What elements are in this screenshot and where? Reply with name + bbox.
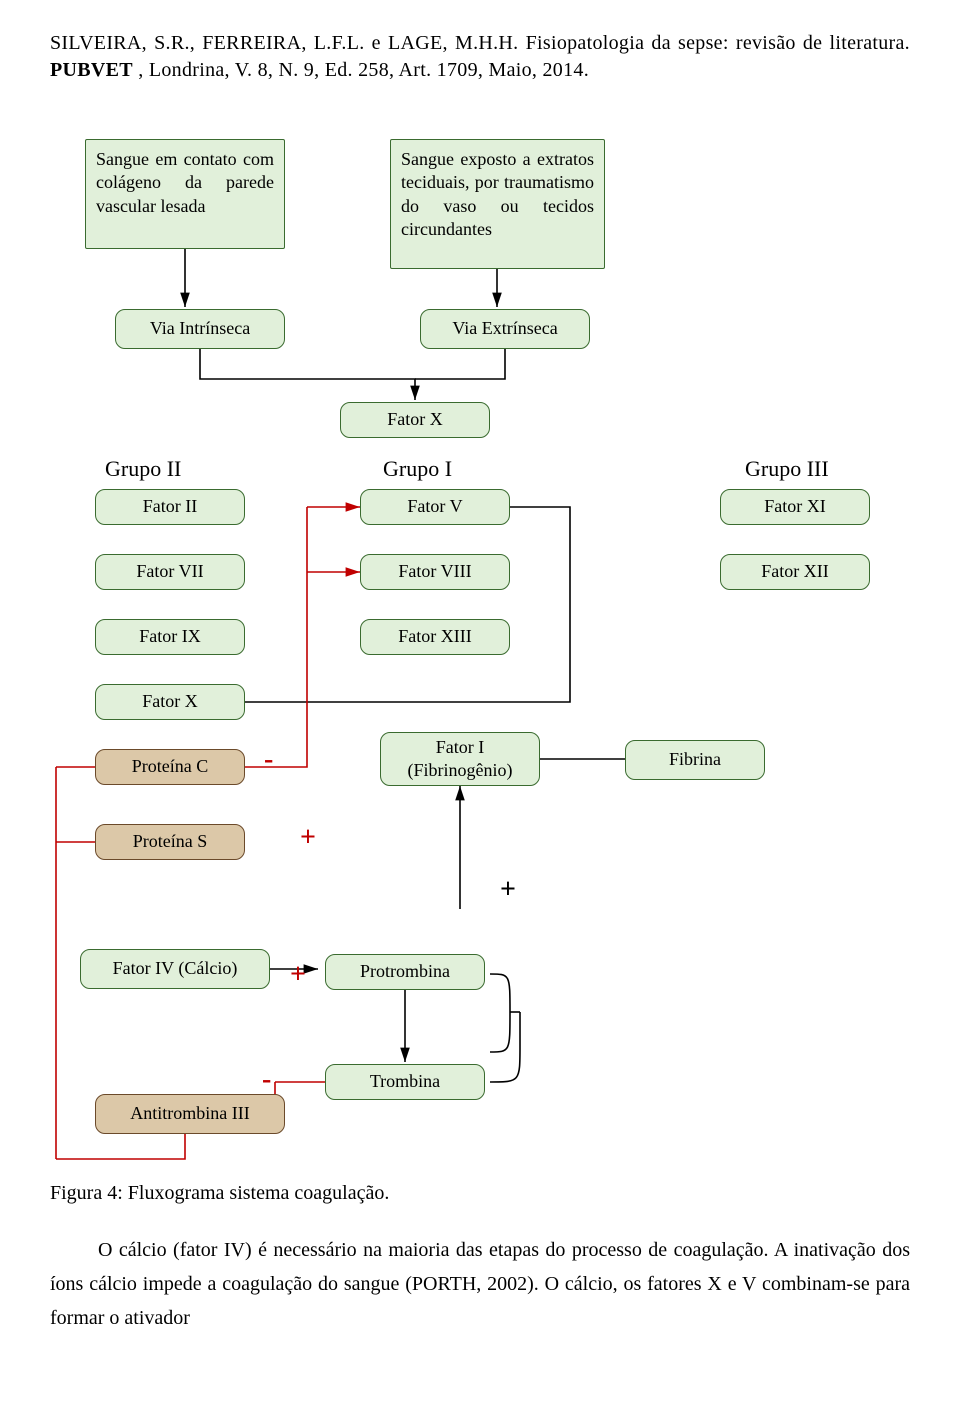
group-label-grupo-ii: Grupo II (105, 456, 181, 482)
edge-8 (245, 507, 307, 767)
edge-20 (490, 1012, 520, 1082)
node-via-extrinseca: Via Extrínseca (420, 309, 590, 349)
node-fator-v: Fator V (360, 489, 510, 525)
node-fator-viii: Fator VIII (360, 554, 510, 590)
edge-12 (56, 1134, 185, 1159)
node-fator-vii: Fator VII (95, 554, 245, 590)
edge-3 (415, 349, 505, 379)
node-fator-ix: Fator IX (95, 619, 245, 655)
node-antitrombina: Antitrombina III (95, 1094, 285, 1134)
node-fator-x-top: Fator X (340, 402, 490, 438)
edge-4 (245, 507, 570, 702)
node-fator-xii: Fator XII (720, 554, 870, 590)
node-protrombina: Protrombina (325, 954, 485, 990)
citation-suffix: , Londrina, V. 8, N. 9, Ed. 258, Art. 17… (138, 59, 589, 81)
figure-caption: Figura 4: Fluxograma sistema coagulação. (50, 1182, 910, 1205)
edge-18 (490, 974, 510, 1052)
operator-minus-proteinac: - (264, 744, 273, 776)
node-fator-xiii: Fator XIII (360, 619, 510, 655)
operator-plus-middle: + (500, 874, 516, 906)
citation-journal: PUBVET (50, 59, 133, 81)
node-fibrina: Fibrina (625, 740, 765, 780)
body-paragraph: O cálcio (fator IV) é necessário na maio… (50, 1233, 910, 1335)
operator-plus-proteinas: + (300, 822, 316, 854)
operator-minus-antitromb: - (262, 1064, 271, 1096)
node-fator-iv: Fator IV (Cálcio) (80, 949, 270, 989)
node-fator-ii: Fator II (95, 489, 245, 525)
node-via-intrinseca: Via Intrínseca (115, 309, 285, 349)
group-label-grupo-iii: Grupo III (745, 456, 829, 482)
node-fator-i: Fator I (Fibrinogênio) (380, 732, 540, 786)
node-sangue-contato: Sangue em contato com colágeno da parede… (85, 139, 285, 249)
node-sangue-exposto: Sangue exposto a extratos teciduais, por… (390, 139, 605, 269)
node-fator-xi: Fator XI (720, 489, 870, 525)
edge-2 (200, 349, 415, 400)
node-proteina-s: Proteína S (95, 824, 245, 860)
node-fator-x-g2: Fator X (95, 684, 245, 720)
citation-header: SILVEIRA, S.R., FERREIRA, L.F.L. e LAGE,… (50, 30, 910, 84)
flowchart-coagulation: Sangue em contato com colágeno da parede… (50, 104, 910, 1174)
node-trombina: Trombina (325, 1064, 485, 1100)
operator-plus-calcium: + (290, 959, 306, 991)
node-proteina-c: Proteína C (95, 749, 245, 785)
citation-prefix: SILVEIRA, S.R., FERREIRA, L.F.L. e LAGE,… (50, 32, 910, 54)
group-label-grupo-i: Grupo I (383, 456, 452, 482)
